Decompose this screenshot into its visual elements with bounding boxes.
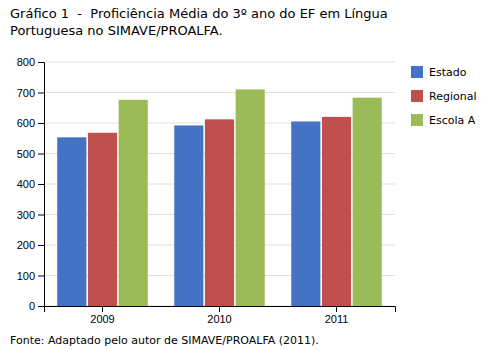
- tick-label: 600: [17, 117, 35, 129]
- tick: 400: [17, 178, 44, 190]
- tick: 800: [17, 56, 44, 68]
- bar: [57, 137, 86, 306]
- tick-mark: [38, 93, 44, 94]
- x-axis: 2009 2010 2011: [45, 306, 396, 325]
- legend-item: Regional: [411, 90, 476, 103]
- annotation: Fonte: Adaptado pelo autor de SIMAVE/PRO…: [10, 334, 319, 347]
- tick: 2011: [325, 306, 349, 325]
- tick-label: 400: [17, 178, 35, 190]
- tick-mark: [38, 184, 44, 185]
- tick-label: 200: [17, 239, 35, 251]
- bar: [236, 89, 265, 306]
- tick-label: 0: [29, 300, 35, 312]
- bars: [57, 89, 382, 306]
- tick-label: 800: [17, 56, 35, 68]
- tick-label: 500: [17, 148, 35, 160]
- chart: Gráfico 1 - Proficiência Média do 3º ano…: [0, 0, 495, 350]
- axis-line: [38, 63, 45, 307]
- legend-label: Estado: [429, 66, 467, 79]
- tick-label: 700: [17, 87, 35, 99]
- legend: Estado Regional Escola A: [411, 66, 476, 127]
- tick: 700: [17, 87, 44, 99]
- plot: 0 100 200 300 400 500 600 700 800 2009 2010 2011: [17, 56, 396, 325]
- title: Gráfico 1 - Proficiência Média do 3º ano…: [10, 6, 388, 21]
- tick-mark: [38, 123, 44, 124]
- series: [119, 89, 382, 306]
- tick-label: 2009: [90, 313, 114, 325]
- grid-line: [44, 92, 395, 93]
- tick: 100: [17, 270, 44, 282]
- legend-swatch: [411, 114, 423, 126]
- tick: 2009: [90, 306, 114, 325]
- series: [57, 121, 320, 306]
- legend-item: Estado: [411, 66, 467, 79]
- y-axis: 0 100 200 300 400 500 600 700 800: [17, 56, 45, 312]
- tick-mark: [38, 154, 44, 155]
- legend-item: Escola A: [411, 114, 476, 127]
- tick-mark: [38, 306, 44, 307]
- legend-label: Regional: [429, 90, 476, 103]
- tick: 200: [17, 239, 44, 251]
- bar: [119, 100, 148, 306]
- tick-mark: [38, 215, 44, 216]
- tick: 2010: [207, 306, 231, 325]
- legend-swatch: [411, 90, 423, 102]
- legend-swatch: [411, 66, 423, 78]
- grid: [44, 62, 395, 306]
- tick-label: 2010: [207, 313, 231, 325]
- tick-mark: [102, 306, 103, 312]
- tick-mark: [38, 276, 44, 277]
- title: Portuguesa no SIMAVE/PROALFA.: [10, 23, 223, 38]
- bar: [353, 98, 382, 306]
- tick: 600: [17, 117, 44, 129]
- tick: 0: [29, 300, 44, 312]
- tick: 500: [17, 148, 44, 160]
- tick-mark: [336, 306, 337, 312]
- bar: [88, 133, 117, 306]
- tick-label: 300: [17, 209, 35, 221]
- tick: 300: [17, 209, 44, 221]
- bar: [174, 125, 203, 306]
- bar: [291, 121, 320, 306]
- legend-label: Escola A: [429, 114, 476, 127]
- grid-line: [44, 62, 395, 63]
- tick-label: 2011: [325, 313, 349, 325]
- tick-mark: [38, 62, 44, 63]
- tick-mark: [219, 306, 220, 312]
- axis-line: [45, 307, 396, 313]
- tick-label: 100: [17, 270, 35, 282]
- bar: [205, 119, 234, 306]
- tick-mark: [38, 245, 44, 246]
- bar: [322, 117, 351, 306]
